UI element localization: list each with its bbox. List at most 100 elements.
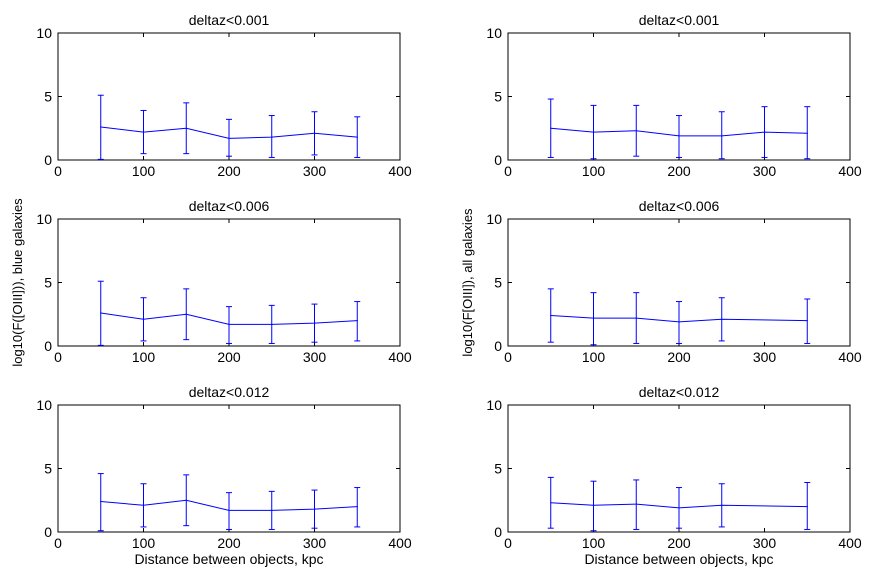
x-tick-label: 0 [54, 535, 62, 551]
x-tick-label: 400 [388, 349, 412, 365]
x-tick-label: 100 [132, 535, 156, 551]
data-point [313, 508, 316, 510]
data-point [763, 131, 766, 133]
y-axis-label-2: log10(F([OIII])), blue galaxies [10, 198, 25, 367]
data-point [100, 500, 102, 503]
x-tick-label: 300 [753, 163, 777, 179]
y-tick-label: 10 [36, 397, 52, 413]
x-tick-label: 300 [303, 349, 327, 365]
y-tick-label: 5 [494, 461, 502, 477]
x-tick-label: 400 [388, 535, 412, 551]
y-axis-label-3: log10(F[OIII]), all galaxies [460, 208, 475, 357]
x-tick-label: 400 [388, 163, 412, 179]
chart-title-0: deltaz<0.001 [189, 12, 270, 28]
x-tick-label: 100 [582, 349, 606, 365]
data-point [100, 312, 102, 314]
x-tick-label: 100 [132, 163, 156, 179]
y-tick-label: 0 [44, 338, 52, 354]
data-point [228, 509, 230, 512]
data-point [635, 317, 637, 319]
x-tick-label: 200 [217, 349, 241, 365]
data-point [550, 502, 552, 504]
chart-title-5: deltaz<0.012 [639, 384, 720, 400]
x-tick-label: 100 [132, 349, 156, 365]
x-axis-label-5: Distance between objects, kpc [584, 551, 773, 567]
chart-title-3: deltaz<0.006 [639, 198, 720, 214]
data-point [271, 509, 273, 512]
x-tick-label: 400 [838, 349, 862, 365]
data-point [356, 320, 358, 322]
x-tick-label: 0 [54, 349, 62, 365]
x-tick-label: 200 [667, 163, 691, 179]
data-point [806, 506, 808, 508]
x-tick-label: 300 [753, 535, 777, 551]
series-line-3-0 [550, 315, 808, 323]
x-tick-label: 0 [504, 163, 512, 179]
data-point [592, 317, 595, 319]
x-tick-label: 100 [582, 163, 606, 179]
data-point [356, 136, 358, 138]
data-point [228, 137, 230, 140]
data-point [678, 321, 680, 323]
y-tick-label: 10 [486, 25, 502, 41]
y-tick-label: 10 [486, 211, 502, 227]
data-point [678, 135, 680, 137]
data-point [550, 314, 552, 317]
x-tick-label: 200 [667, 349, 691, 365]
data-point [142, 504, 145, 506]
data-point [313, 322, 316, 324]
data-point [721, 504, 723, 506]
data-point [806, 132, 808, 134]
y-tick-label: 5 [44, 89, 52, 105]
x-axis-label-4: Distance between objects, kpc [134, 551, 323, 567]
data-point [271, 323, 273, 326]
data-point [721, 135, 723, 137]
y-tick-label: 5 [44, 461, 52, 477]
x-tick-label: 200 [217, 163, 241, 179]
x-tick-label: 400 [838, 535, 862, 551]
data-point [100, 126, 102, 128]
x-tick-label: 300 [303, 535, 327, 551]
x-tick-label: 0 [54, 163, 62, 179]
chart-title-4: deltaz<0.012 [189, 384, 270, 400]
y-tick-label: 10 [36, 211, 52, 227]
chart-title-1: deltaz<0.001 [639, 12, 720, 28]
y-tick-label: 0 [494, 152, 502, 168]
series-line-5-0 [550, 502, 808, 509]
chart-title-2: deltaz<0.006 [189, 198, 270, 214]
data-point [678, 507, 680, 509]
x-tick-label: 200 [667, 535, 691, 551]
y-tick-label: 0 [494, 524, 502, 540]
data-point [592, 131, 595, 133]
data-point [142, 131, 145, 133]
data-point [142, 318, 145, 320]
y-tick-label: 0 [494, 338, 502, 354]
y-tick-label: 5 [494, 275, 502, 291]
data-point [721, 318, 723, 320]
y-tick-label: 10 [486, 397, 502, 413]
x-tick-label: 300 [753, 349, 777, 365]
y-tick-label: 10 [36, 25, 52, 41]
data-point [356, 506, 358, 508]
data-point [550, 127, 552, 129]
x-tick-label: 200 [217, 535, 241, 551]
data-point [635, 503, 637, 505]
data-point [185, 127, 187, 129]
data-point [806, 320, 808, 322]
x-tick-label: 0 [504, 535, 512, 551]
data-point [313, 132, 316, 134]
data-point [185, 313, 187, 315]
data-point [185, 499, 187, 501]
y-tick-label: 5 [44, 275, 52, 291]
x-tick-label: 400 [838, 163, 862, 179]
y-tick-label: 0 [44, 524, 52, 540]
x-tick-label: 100 [582, 535, 606, 551]
y-tick-label: 5 [494, 89, 502, 105]
data-point [592, 504, 595, 506]
x-tick-label: 0 [504, 349, 512, 365]
x-tick-label: 300 [303, 163, 327, 179]
data-point [228, 323, 230, 326]
data-point [635, 130, 637, 132]
data-point [271, 136, 273, 138]
